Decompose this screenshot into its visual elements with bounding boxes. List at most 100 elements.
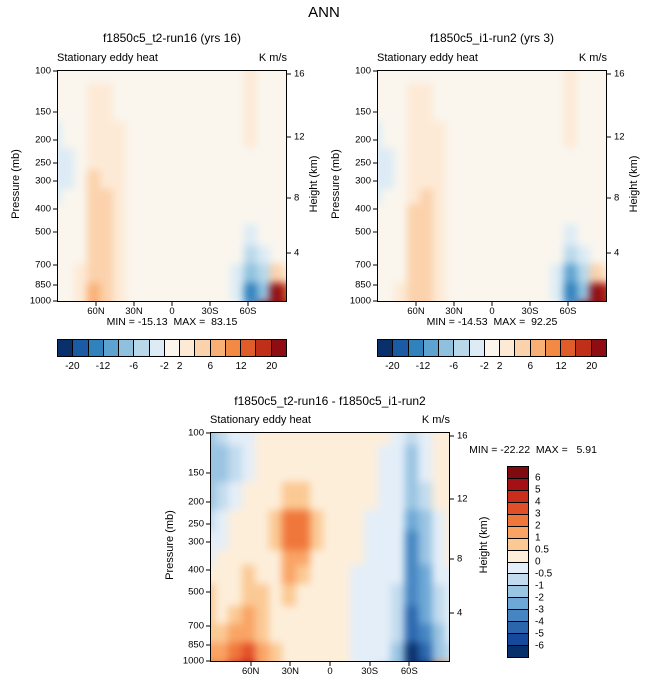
heatmap-cell (228, 444, 242, 483)
heatmap-cell (243, 223, 257, 246)
heatmap-cell (524, 282, 538, 301)
heatmap-cell (498, 120, 512, 149)
heatmap-cell (336, 642, 351, 661)
heatmap-cell (58, 83, 62, 121)
heatmap-cell (472, 83, 486, 121)
heatmap-cell (243, 282, 257, 301)
heatmap-cell (589, 204, 603, 224)
pressure-tick-label: 300 (35, 175, 51, 187)
heatmap-cell (459, 170, 473, 189)
heatmap-cell (589, 120, 603, 149)
heatmap-cell (100, 120, 114, 149)
heatmap-cell (204, 120, 218, 149)
heatmap-cell (445, 606, 449, 625)
heatmap-cell (418, 549, 432, 566)
pressure-tick (373, 139, 378, 141)
heatmap-cell (445, 531, 449, 550)
lat-tick (408, 661, 410, 666)
heatmap-cell (378, 120, 382, 149)
heatmap-cell (230, 71, 244, 83)
heatmap-cell (61, 148, 75, 171)
heatmap-cell (139, 245, 153, 264)
heatmap-cell (243, 245, 257, 264)
heatmap-cell (378, 170, 382, 189)
heatmap-cell (74, 170, 88, 189)
heatmap-cell (433, 148, 447, 171)
lat-tick (250, 661, 252, 666)
colorbar-segment (148, 339, 165, 357)
heatmap-cell (255, 482, 269, 510)
heatmap-cell (309, 606, 324, 625)
colorbar-tick-label: 1 (535, 532, 541, 544)
heatmap-cell (407, 170, 421, 189)
heatmap-cell (296, 509, 310, 532)
colorbar-tick-label: -6 (449, 361, 459, 372)
heatmap-cell (204, 170, 218, 189)
heatmap-cell (256, 188, 270, 205)
heatmap-cell (228, 433, 242, 445)
lat-tick-label: 30N (281, 666, 300, 677)
heatmap-cell (139, 188, 153, 205)
heatmap-cell (87, 204, 101, 224)
colorbar-segment (102, 339, 120, 357)
heatmap-cell (537, 120, 551, 149)
heatmap-cell (191, 120, 205, 149)
pressure-tick (373, 180, 378, 182)
heatmap-cell (407, 83, 421, 121)
pressure-tick-label: 700 (355, 259, 371, 271)
pressure-tick-label: 400 (188, 564, 204, 576)
panel-case2: f1850c5_i1-run2 (yrs 3) Stationary eddy … (320, 28, 648, 386)
heatmap-cell (113, 83, 127, 121)
pressure-tick-label: 1000 (349, 295, 371, 307)
heatmap-cell (524, 223, 538, 246)
heatmap-cell (445, 509, 449, 532)
heatmap-cell (511, 282, 525, 301)
heatmap-cell (241, 549, 256, 566)
heatmap-cell (576, 245, 590, 264)
height-tick (606, 136, 611, 138)
heatmap-cell (363, 482, 378, 510)
heatmap-cell (126, 223, 140, 246)
pressure-tick-label: 300 (188, 536, 204, 548)
heatmap-cell (431, 444, 446, 483)
heatmap-cell (282, 204, 286, 224)
heatmap-cell (230, 245, 244, 264)
heatmap-cell (445, 444, 449, 483)
heatmap-cell (241, 531, 256, 550)
heatmap-cell (498, 245, 512, 264)
heatmap-cell (191, 170, 205, 189)
heatmap-cell (363, 444, 378, 483)
heatmap-cell (550, 170, 564, 189)
lat-tick (529, 301, 531, 306)
height-tick (449, 558, 454, 560)
heatmap-cell (498, 282, 512, 301)
heatmap-cell (87, 223, 101, 246)
heatmap-cell (350, 531, 364, 550)
lat-tick (329, 661, 331, 666)
heatmap-cell (113, 188, 127, 205)
colorbar-tick-label: -5 (535, 628, 544, 640)
heatmap-cell (420, 83, 434, 121)
heatmap-cell (296, 531, 310, 550)
heatmap-cell (459, 245, 473, 264)
heatmap-cell (323, 482, 337, 510)
heatmap-cell (391, 509, 405, 532)
heatmap-cell (433, 83, 447, 121)
heatmap-cell (563, 204, 577, 224)
colorbar-segment (422, 339, 440, 357)
colorbar-tick-label: 0.5 (535, 544, 549, 556)
heatmap-cell (282, 584, 297, 607)
heatmap-cell (241, 444, 256, 483)
colorbar-segment (407, 339, 424, 357)
heatmap-cell (255, 624, 269, 643)
heatmap-cell (87, 282, 101, 301)
pressure-axis-title: Pressure (mb) (10, 149, 22, 219)
pressure-tick-label: 700 (35, 259, 51, 271)
height-tick-label: 8 (614, 192, 620, 204)
heatmap-cell (58, 148, 62, 171)
colorbar-segment (453, 339, 470, 357)
pressure-tick-label: 250 (188, 518, 204, 530)
pressure-tick-label: 500 (188, 586, 204, 598)
heatmap-cell (178, 170, 192, 189)
height-tick (606, 252, 611, 254)
